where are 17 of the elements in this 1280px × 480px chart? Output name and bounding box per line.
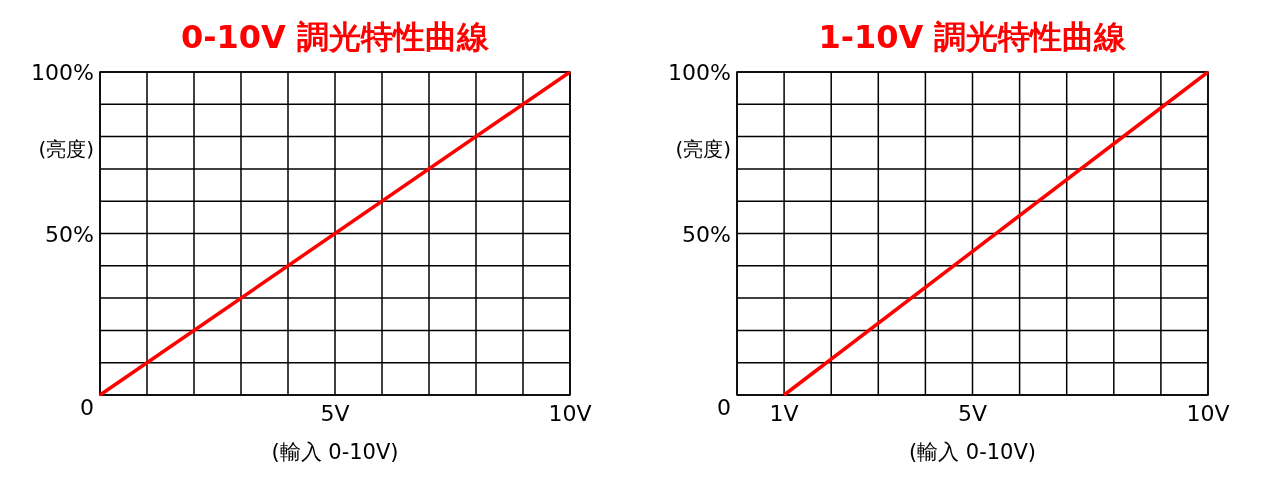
y-tick-label: 0 (717, 395, 731, 420)
x-tick-label: 5V (320, 401, 350, 426)
y-tick-label: 100% (31, 60, 94, 85)
y-tick-label: 50% (45, 221, 94, 247)
y-axis-title: (亮度) (675, 136, 731, 161)
y-tick-label: 0 (80, 395, 94, 420)
x-tick-label: 10V (1186, 401, 1230, 426)
y-axis-title: (亮度) (38, 136, 94, 161)
chart-title: 1-10V 調光特性曲線 (818, 18, 1128, 56)
x-tick-label: 1V (769, 401, 799, 426)
x-axis-title: (輸入 0-10V) (271, 440, 399, 464)
y-tick-label: 50% (682, 221, 731, 247)
y-tick-label: 100% (668, 60, 731, 85)
x-tick-label: 10V (548, 401, 592, 426)
x-tick-label: 5V (957, 401, 988, 426)
x-axis-title: (輸入 0-10V) (908, 440, 1037, 464)
chart-title: 0-10V 調光特性曲線 (181, 18, 490, 56)
